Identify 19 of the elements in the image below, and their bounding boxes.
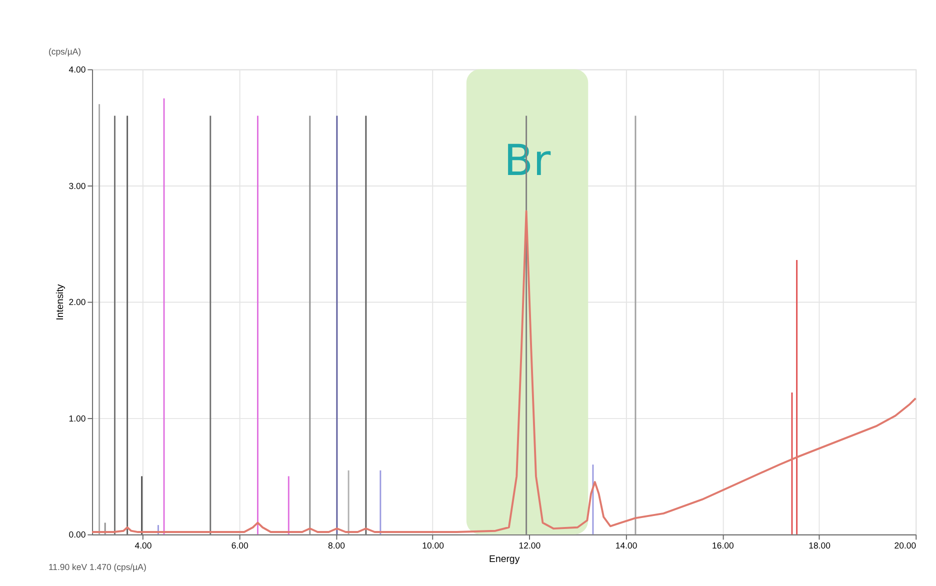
x-tick-label: 18.00 [808,540,831,550]
x-tick-label: 4.00 [134,540,152,550]
y-tick-label: 2.00 [68,297,86,308]
y-tick-label: 1.00 [68,413,86,424]
x-axis-title: Energy [489,554,520,565]
line-series [91,210,917,533]
text: (cps/µA) [48,46,82,57]
x-tick-label: 14.00 [615,540,638,550]
x-tick-label: 16.00 [712,540,734,550]
x-tick-label: 6.00 [231,540,248,550]
y-axis-title: Intensity [54,284,66,320]
x-tick-label: 20.00 [894,540,916,550]
x-tick-label: 10.00 [422,540,444,550]
y-tick-label: 3.00 [68,180,86,191]
y-tick-label: 0.00 [68,530,86,540]
y-tick-label: 4.00 [68,64,86,75]
text: 11.90 keV 1.470 (cps/µA) [48,562,146,572]
x-tick-label: 12.00 [518,540,541,550]
x-tick-label: 8.00 [328,540,346,550]
